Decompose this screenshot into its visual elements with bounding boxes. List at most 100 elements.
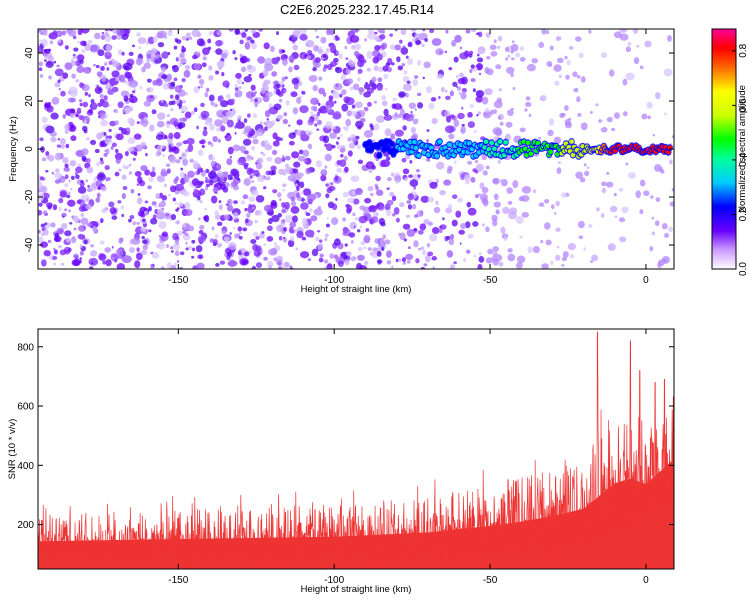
spectrogram-noise-cell	[339, 159, 347, 168]
spectrogram-noise-cell	[122, 164, 127, 169]
spectrogram-noise-cell	[166, 262, 172, 269]
ridge-cell	[548, 149, 553, 155]
spectrogram-noise-cell	[478, 255, 485, 263]
spectrogram-noise-cell	[226, 132, 231, 136]
spectrogram-noise-cell	[205, 168, 210, 174]
spectrogram-noise-cell	[395, 180, 399, 184]
spectrogram-noise-cell	[297, 29, 307, 35]
spectrogram-noise-cell	[170, 81, 176, 87]
spectrogram-noise-cell	[519, 46, 525, 51]
spectrogram-noise-cell	[376, 85, 383, 92]
spectrogram-noise-cell	[44, 48, 51, 54]
spectrogram-noise-cell	[302, 188, 312, 196]
spectrogram-noise-cell	[394, 44, 402, 51]
spectrogram-noise-cell	[328, 185, 336, 192]
spectrogram-noise-cell	[85, 179, 88, 183]
spectrogram-noise-cell	[197, 196, 201, 201]
spectrogram-noise-cell	[336, 51, 339, 55]
spectrogram-noise-cell	[443, 179, 452, 186]
spectrogram-noise-cell	[162, 148, 166, 152]
spectrogram-noise-cell	[242, 227, 248, 232]
spectrogram-noise-cell	[69, 89, 78, 97]
spectrogram-noise-cell	[243, 75, 253, 83]
spectrogram-noise-cell	[309, 208, 313, 213]
spectrogram-noise-cell	[368, 205, 378, 213]
spectrogram-noise-cell	[40, 223, 46, 228]
spectrogram-noise-cell	[307, 143, 313, 150]
ridge-cell	[525, 140, 531, 146]
spectrogram-noise-cell	[83, 120, 88, 124]
spectrogram-noise-cell	[330, 61, 337, 67]
spectrogram-noise-cell	[564, 118, 572, 126]
spectrogram-noise-cell	[507, 253, 516, 262]
spectrogram-noise-cell	[141, 239, 148, 245]
spectrogram-noise-cell	[370, 125, 375, 131]
spectrogram-noise	[38, 29, 674, 269]
spectrogram-noise-cell	[97, 49, 105, 57]
spectrogram-noise-cell	[164, 135, 168, 140]
spectrogram-noise-cell	[243, 251, 250, 257]
spectrogram-noise-cell	[345, 57, 349, 60]
spectrogram-noise-cell	[460, 222, 467, 230]
spectrogram-noise-cell	[186, 137, 195, 145]
spectrogram-noise-cell	[481, 186, 489, 194]
spectrogram-noise-cell	[267, 64, 273, 69]
spectrogram-noise-cell	[459, 52, 469, 60]
spectrogram-noise-cell	[187, 144, 194, 152]
spectrogram-noise-cell	[63, 166, 70, 172]
spectrogram-noise-cell	[118, 237, 123, 244]
spectrogram-noise-cell	[547, 129, 554, 137]
spectrogram-noise-cell	[296, 97, 302, 104]
spectrogram-x-title: Height of straight line (km)	[301, 284, 412, 295]
spectrogram-noise-cell	[578, 52, 584, 59]
spectrogram-noise-cell	[589, 111, 593, 115]
spectrogram-noise-cell	[293, 161, 301, 168]
spectrogram-noise-cell	[459, 242, 462, 245]
spectrogram-noise-cell	[57, 39, 61, 43]
spectrogram-noise-cell	[335, 36, 340, 41]
spectrogram-noise-cell	[214, 210, 219, 217]
spectrogram-noise-cell	[122, 62, 133, 71]
spectrogram-noise-cell	[326, 263, 333, 269]
spectrogram-noise-cell	[512, 87, 516, 90]
spectrogram-noise-cell	[98, 253, 107, 261]
spectrogram-noise-cell	[173, 262, 177, 267]
spectrogram-noise-cell	[549, 64, 552, 67]
spectrogram-noise-cell	[196, 50, 200, 54]
spectrogram-noise-cell	[263, 186, 267, 190]
spectrogram-noise-cell	[401, 257, 407, 263]
spectrogram-noise-cell	[346, 207, 352, 214]
spectrogram-noise-cell	[550, 204, 555, 210]
spectrogram-noise-cell	[349, 86, 354, 91]
spectrogram-noise-cell	[86, 197, 89, 201]
spectrogram-noise-cell	[76, 65, 85, 74]
spectrogram-noise-cell	[191, 255, 195, 259]
spectrogram-noise-cell	[103, 152, 108, 157]
spectrogram-noise-cell	[208, 31, 213, 36]
spectrogram-noise-cell	[222, 80, 230, 88]
spectrogram-noise-cell	[416, 169, 420, 173]
spectrogram-noise-cell	[223, 236, 230, 242]
spectrogram-noise-cell	[350, 239, 354, 244]
spectrogram-noise-cell	[470, 64, 475, 69]
spectrogram-noise-cell	[651, 216, 655, 220]
spectrogram-noise-cell	[227, 146, 234, 155]
spectrogram-noise-cell	[118, 168, 122, 172]
spectrogram-noise-cell	[371, 252, 379, 259]
spectrogram-noise-cell	[38, 202, 43, 207]
spectrogram-noise-cell	[357, 77, 361, 82]
spectrogram-noise-cell	[281, 76, 286, 82]
spectrogram-noise-cell	[591, 254, 598, 262]
spectrogram-noise-cell	[344, 243, 348, 247]
spectrogram-noise-cell	[166, 121, 171, 125]
spectrogram-noise-cell	[664, 112, 667, 116]
spectrogram-noise-cell	[128, 218, 132, 223]
spectrogram-noise-cell	[567, 242, 577, 251]
spectrogram-noise-cell	[38, 29, 42, 33]
spectrogram-noise-cell	[575, 36, 582, 42]
spectrogram-noise-cell	[105, 259, 112, 267]
spectrogram-noise-cell	[548, 118, 555, 126]
spectrogram-noise-cell	[112, 61, 120, 68]
spectrogram-noise-cell	[56, 144, 62, 148]
spectrogram-noise-cell	[557, 161, 561, 164]
